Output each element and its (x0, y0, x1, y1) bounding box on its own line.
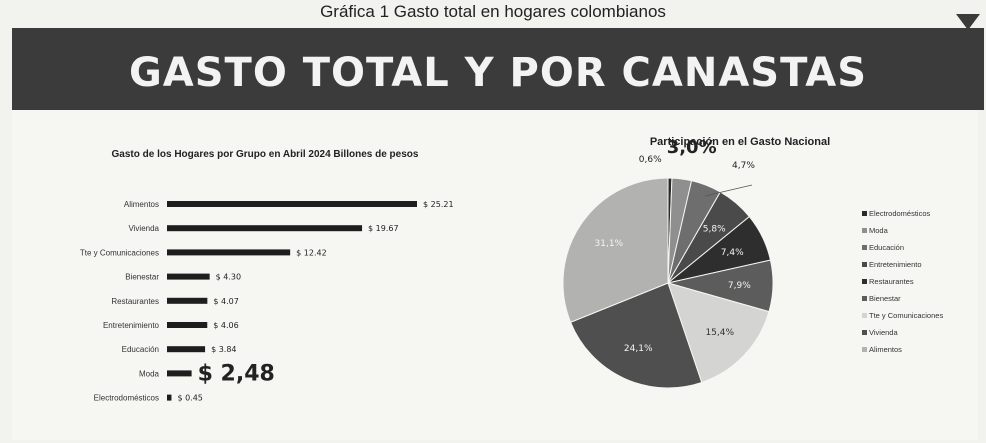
bar-value-label: $ 4.30 (216, 273, 241, 282)
legend-label: Vivienda (869, 328, 898, 337)
legend-swatch (862, 330, 867, 335)
legend-swatch (862, 313, 867, 318)
bar-category-label: Restaurantes (111, 297, 159, 306)
bar-value-label: $ 2,48 (198, 361, 275, 386)
pie-slice-label: 15,4% (705, 328, 734, 338)
figure-caption: Gráfica 1 Gasto total en hogares colombi… (320, 2, 666, 21)
bar (167, 394, 172, 401)
pie-slice-label: 24,1% (624, 344, 653, 354)
pie-slice-label: 31,1% (595, 239, 624, 249)
legend-label: Educación (869, 243, 905, 252)
pie-slice-label: 3,0% (667, 137, 717, 158)
legend-swatch (862, 347, 867, 352)
bar (167, 201, 417, 207)
bar-value-label: $ 4.06 (213, 321, 238, 330)
bar-value-label: $ 0.45 (177, 394, 202, 403)
legend-item: Alimentos (862, 341, 984, 358)
legend-label: Bienestar (869, 294, 901, 303)
legend-swatch (862, 296, 867, 301)
bar (167, 273, 210, 280)
bar (167, 322, 208, 328)
bar (167, 249, 291, 256)
bar-category-label: Alimentos (124, 200, 159, 209)
legend-swatch (862, 211, 867, 216)
pie-legend: Electrodomésticos Moda Educación Entretenim… (862, 205, 984, 358)
bar-chart-title: Gasto de los Hogares por Grupo en Abril … (111, 149, 419, 160)
bar (167, 225, 363, 232)
banner-title: GASTO TOTAL Y POR CANASTAS (128, 50, 868, 96)
legend-item: Tte y Comunicaciones (862, 307, 984, 324)
legend-label: Entretenimiento (869, 260, 922, 269)
corner-triangle-icon (956, 14, 980, 30)
bar (167, 297, 208, 304)
pie-chart-title: Participación en el Gasto Nacional (649, 136, 831, 148)
bar (167, 346, 206, 353)
legend-item: Restaurantes (862, 273, 984, 290)
legend-item: Entretenimiento (862, 256, 984, 273)
legend-swatch (862, 228, 867, 233)
bar-category-label: Vivienda (128, 224, 159, 233)
pie-slice-label: 7,4% (721, 248, 744, 258)
legend-swatch (862, 262, 867, 267)
legend-label: Moda (869, 226, 888, 235)
pie-slice-label: 5,8% (703, 225, 726, 235)
legend-label: Tte y Comunicaciones (869, 311, 944, 320)
bar-value-label: $ 25.21 (423, 200, 454, 209)
legend-label: Electrodomésticos (869, 209, 931, 218)
legend-swatch (862, 279, 867, 284)
legend-label: Alimentos (869, 345, 902, 354)
legend-item: Moda (862, 222, 984, 239)
pie-slice-label: 7,9% (728, 281, 751, 291)
legend-item: Electrodomésticos (862, 205, 984, 222)
legend-swatch (862, 245, 867, 250)
legend-item: Educación (862, 239, 984, 256)
legend-item: Bienestar (862, 290, 984, 307)
bar-category-label: Moda (139, 369, 160, 378)
bar-category-label: Bienestar (125, 273, 159, 282)
pie-slice (667, 282, 770, 384)
bar (167, 370, 192, 377)
pie-chart: 0,6% 3,0% 4,7% 5,8% 7,4% 7,9% 15,4% 24,1% 31,1% (562, 137, 774, 389)
bar-category-label: Entretenimiento (103, 321, 160, 330)
pie-slice-label: 0,6% (639, 155, 662, 165)
bar-chart: Alimentos $ 25.21 Vivienda $ 19.67 Tte y Com… (80, 200, 454, 403)
bar-value-label: $ 19.67 (368, 224, 399, 233)
legend-item: Vivienda (862, 324, 984, 341)
bar-value-label: $ 3.84 (211, 345, 236, 354)
bar-category-label: Tte y Comunicaciones (80, 248, 159, 257)
pie-slice (562, 177, 669, 323)
bar-category-label: Electrodomésticos (94, 394, 159, 403)
bar-category-label: Educación (122, 345, 159, 354)
bar-value-label: $ 12.42 (296, 248, 327, 257)
pie-slice-label: 4,7% (732, 161, 755, 171)
legend-label: Restaurantes (869, 277, 914, 286)
banner: GASTO TOTAL Y POR CANASTAS (12, 28, 984, 110)
bar-value-label: $ 4.07 (213, 297, 238, 306)
pie-leader-line (704, 184, 753, 197)
